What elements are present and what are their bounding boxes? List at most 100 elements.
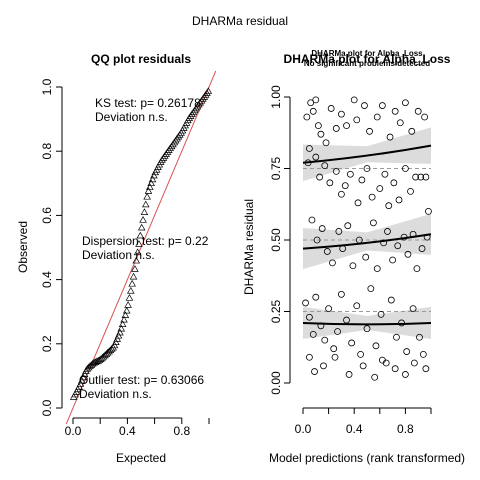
- residual-point: [422, 173, 430, 181]
- qq-point: [141, 200, 150, 208]
- residual-point: [391, 365, 399, 373]
- dispersion-test-annotation: Dispersion test: p= 0.22 Deviation n.s.: [82, 234, 209, 262]
- residual-point: [422, 365, 430, 373]
- residual-x-axis-label: Model predictions (rank transformed): [269, 451, 465, 465]
- residual-point: [362, 253, 370, 261]
- qq-plot-panel: QQ plot residuals 0.00.20.40.60.81.00.0 0…: [16, 52, 217, 465]
- residual-point: [367, 285, 375, 293]
- ks-test-annotation: KS test: p= 0.26178 Deviation n.s.: [95, 96, 201, 124]
- residual-point: [346, 170, 354, 178]
- residual-y-axis-label: DHARMa residual: [242, 199, 256, 295]
- residual-point: [348, 339, 356, 347]
- qq-point: [129, 272, 138, 280]
- residual-point: [312, 153, 320, 161]
- qq-x-axis-label: Expected: [116, 451, 166, 465]
- residual-point: [343, 122, 350, 129]
- residual-point: [403, 348, 411, 355]
- residual-point: [311, 368, 318, 375]
- residual-point: [401, 99, 409, 107]
- residual-point: [305, 313, 313, 321]
- qq-x-tick-label: 0.4: [119, 424, 136, 438]
- residual-point: [412, 173, 420, 181]
- residual-points: [302, 96, 432, 381]
- residual-point: [354, 199, 362, 207]
- residual-point: [337, 290, 345, 298]
- qq-point: [131, 265, 139, 272]
- residual-quantile-fit-line: [302, 233, 432, 250]
- residual-point: [373, 265, 381, 273]
- residual-point: [396, 119, 404, 127]
- residual-point: [393, 333, 400, 341]
- residual-point: [407, 187, 414, 195]
- residual-point: [302, 299, 309, 307]
- qq-y-tick-label: 0.4: [40, 271, 54, 288]
- residual-point: [419, 350, 427, 358]
- residual-confidence-band: [303, 127, 431, 182]
- qq-y-axis-label: Observed: [16, 221, 30, 273]
- residual-point: [312, 96, 320, 104]
- outlier-test-annotation: Outlier test: p= 0.63066 Deviation n.s.: [79, 373, 204, 401]
- residual-confidence-band: [303, 213, 431, 270]
- qq-point: [88, 359, 97, 367]
- residual-point: [376, 185, 384, 192]
- residual-point: [326, 179, 334, 187]
- residual-x-tick-label: 0.8: [397, 422, 414, 436]
- residual-point: [313, 236, 321, 244]
- residual-x-tick-label: 0.0: [295, 422, 312, 436]
- qq-x-tick-label: 0.8: [173, 424, 190, 438]
- residual-point: [401, 165, 409, 172]
- qq-point: [79, 373, 88, 381]
- residual-y-tick-label: 1.00: [269, 85, 283, 109]
- residual-point: [309, 330, 317, 338]
- residual-point: [387, 296, 395, 304]
- residual-quantile-fits: [302, 144, 432, 326]
- residual-point: [421, 113, 429, 121]
- residual-point: [349, 262, 357, 270]
- qq-point: [140, 208, 149, 215]
- residual-point: [327, 105, 335, 112]
- residual-point: [363, 325, 371, 333]
- residual-y-tick-label: 0.75: [269, 156, 283, 180]
- residual-point: [344, 222, 352, 230]
- residual-point: [308, 216, 316, 224]
- residual-point: [417, 173, 425, 181]
- qq-point: [124, 301, 132, 308]
- residual-point: [337, 110, 345, 118]
- qq-point: [80, 370, 89, 378]
- residual-point: [386, 133, 394, 141]
- residual-point: [335, 228, 343, 235]
- residual-point: [378, 356, 386, 364]
- residual-confidence-bands: [303, 127, 431, 339]
- residual-point: [353, 116, 361, 124]
- qq-point: [126, 286, 135, 294]
- residual-point: [416, 333, 423, 341]
- residual-point: [303, 113, 311, 121]
- residual-point: [332, 125, 340, 132]
- residual-axes: 0.00 0.25 0.50 0.75 1.00 0.0 0.4 0.8: [269, 85, 432, 436]
- residual-point: [408, 127, 416, 135]
- residual-plot-subtitle-2: No significant problems detected: [304, 59, 430, 68]
- qq-point: [136, 231, 145, 239]
- residual-point: [363, 165, 371, 172]
- qq-plot-title: QQ plot residuals: [91, 52, 191, 66]
- residual-point: [372, 342, 380, 350]
- residual-point: [380, 239, 388, 247]
- residual-point: [366, 127, 373, 135]
- residual-plot-panel: 0.00 0.25 0.50 0.75 1.00 0.0 0.4 0.8 DHARMa plo…: [242, 49, 465, 465]
- residual-point: [357, 350, 365, 358]
- residual-point: [321, 336, 329, 344]
- dispersion-test-deviation: Deviation n.s.: [82, 248, 155, 262]
- qq-point: [204, 87, 213, 94]
- qq-point: [125, 293, 134, 301]
- residual-point: [320, 362, 327, 370]
- residual-point: [385, 202, 393, 210]
- qq-point: [137, 223, 146, 231]
- qq-point: [144, 187, 153, 194]
- residual-point: [359, 362, 367, 370]
- residual-point: [314, 122, 322, 129]
- qq-point: [132, 256, 141, 264]
- residual-point: [390, 179, 398, 187]
- residual-point: [307, 99, 315, 107]
- qq-y-tick-label: 0.6: [40, 207, 54, 224]
- outlier-test-deviation: Deviation n.s.: [79, 387, 152, 401]
